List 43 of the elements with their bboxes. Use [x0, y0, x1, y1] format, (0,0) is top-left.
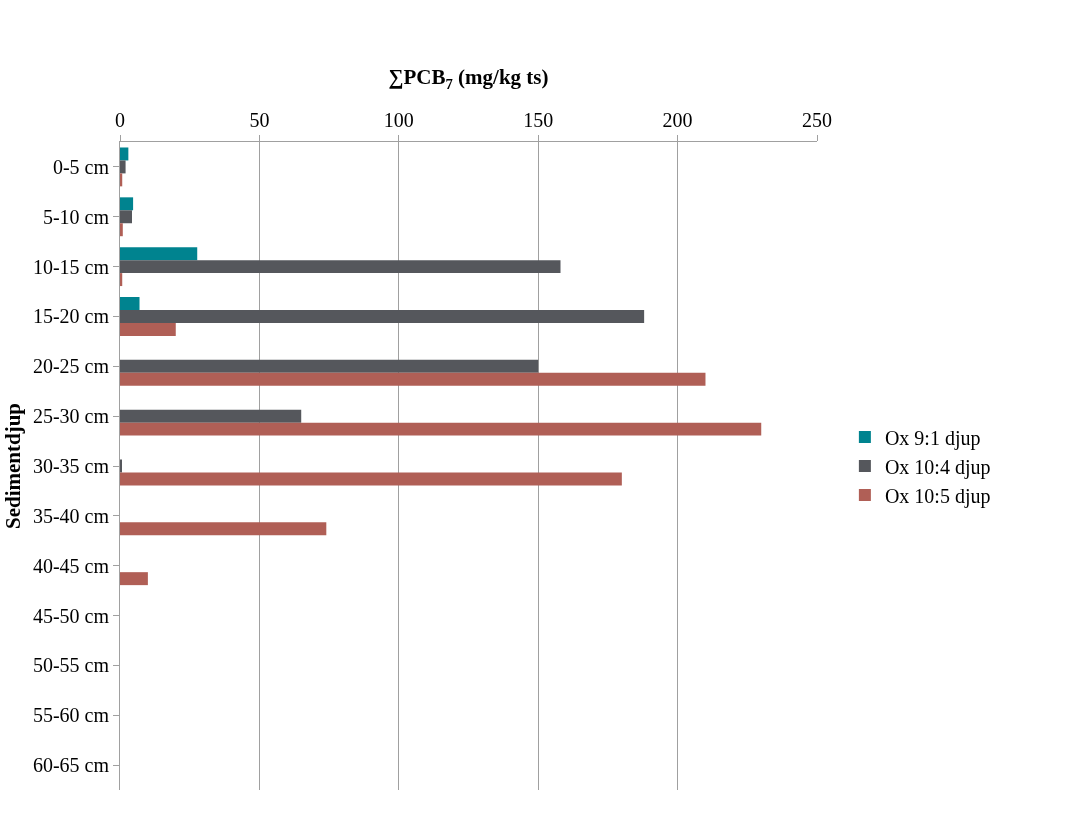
bar: [120, 147, 129, 161]
y-tick-label: 30-35 cm: [32, 455, 110, 477]
bar: [120, 160, 126, 174]
bar: [120, 409, 302, 423]
y-tick-label: 45-50 cm: [32, 604, 110, 627]
legend-label: Ox 9:1 djup: [884, 426, 981, 450]
y-tick-label: 10-15 cm: [32, 255, 110, 278]
bar: [120, 522, 327, 536]
bar: [120, 422, 762, 436]
y-tick-label: 5-10 cm: [42, 205, 110, 228]
y-tick-label: 35-40 cm: [32, 504, 110, 527]
bar: [120, 572, 148, 586]
x-tick-label: 250: [802, 109, 832, 131]
y-tick-label: 55-60 cm: [32, 704, 110, 727]
bar: [120, 260, 561, 274]
bar: [120, 173, 123, 187]
x-tick-label: 100: [383, 109, 414, 131]
bar: [120, 322, 176, 336]
bar: [120, 247, 198, 261]
legend-label: Ox 10:4 djup: [884, 455, 991, 479]
bar: [120, 273, 123, 287]
x-tick-label: 200: [662, 109, 693, 131]
y-tick-label: 25-30 cm: [32, 405, 110, 428]
y-axis-title: Sedimentdjup: [1, 402, 26, 530]
y-tick-label: 20-25 cm: [32, 355, 110, 378]
bar: [120, 472, 622, 486]
y-tick-label: 0-5 cm: [52, 155, 110, 178]
bar: [120, 359, 539, 373]
x-tick-label: 0: [115, 109, 125, 131]
x-tick-label: 150: [523, 109, 554, 131]
bar: [120, 223, 123, 237]
x-axis-title: ∑PCB$_{7}$ (mg/kg ts): [388, 65, 549, 92]
y-tick-label: 15-20 cm: [32, 305, 110, 328]
y-tick-label: 40-45 cm: [32, 554, 110, 577]
bar: [120, 210, 132, 224]
bar: [120, 309, 645, 323]
bar: [120, 372, 706, 386]
bar: [120, 197, 134, 211]
y-tick-label: 60-65 cm: [32, 754, 110, 777]
legend-label: Ox 10:5 djup: [884, 484, 991, 508]
x-tick-label: 50: [249, 109, 270, 131]
y-tick-label: 50-55 cm: [32, 654, 110, 677]
bar: [120, 297, 140, 310]
